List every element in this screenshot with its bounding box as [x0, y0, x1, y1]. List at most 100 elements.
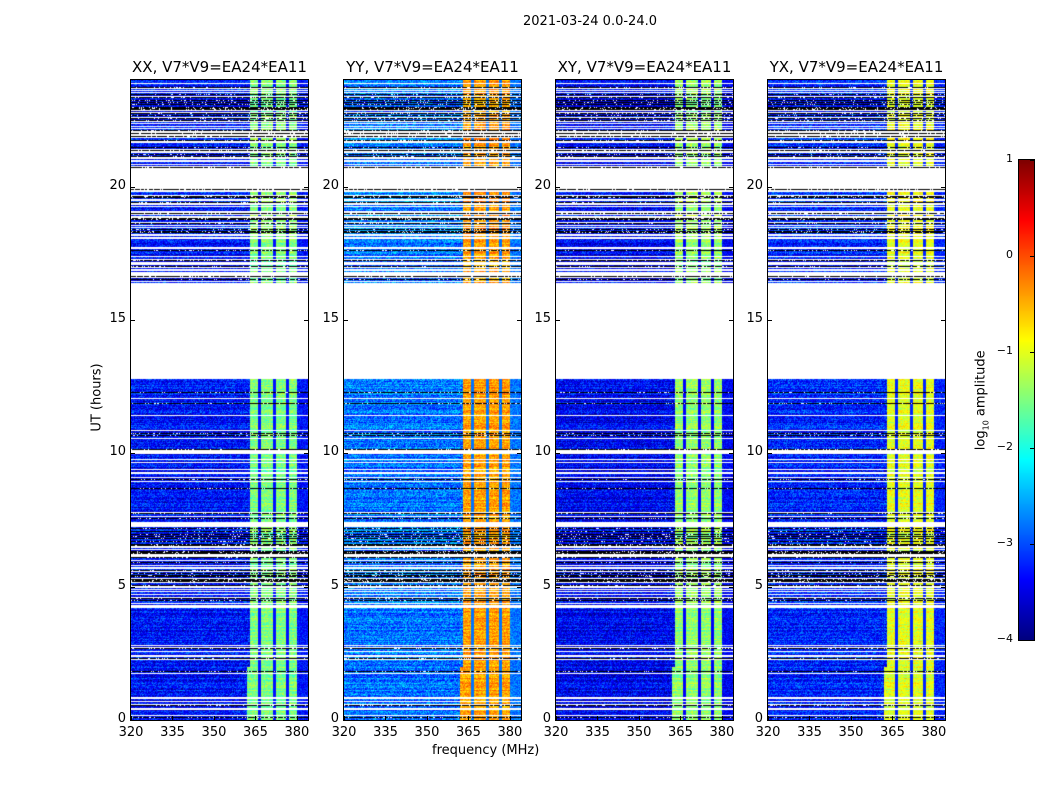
- x-tick-mark: [680, 716, 682, 720]
- panel-title: YY, V7*V9=EA24*EA11: [346, 58, 519, 76]
- y-tick-label: 15: [322, 311, 339, 326]
- y-tick-mark-right: [729, 320, 733, 321]
- y-tick-mark: [556, 586, 560, 588]
- x-tick-label: 320: [755, 725, 781, 740]
- x-tick-label: 350: [414, 725, 440, 740]
- x-tick-label: 335: [585, 725, 610, 740]
- colorbar-tick-mark: [1030, 448, 1034, 449]
- x-tick-mark: [768, 716, 769, 720]
- y-tick-label: 5: [117, 577, 126, 593]
- y-tick-mark: [768, 186, 772, 188]
- y-tick-mark: [344, 720, 348, 721]
- y-tick-label: 15: [746, 311, 763, 326]
- colorbar-tick-label: −2: [996, 440, 1013, 453]
- colorbar-tick-label: −1: [996, 344, 1013, 357]
- panel-frame: [343, 79, 522, 721]
- colorbar: [1019, 160, 1034, 640]
- colorbar-tick-mark: [1030, 640, 1034, 641]
- x-tick-label: 365: [880, 725, 905, 740]
- y-tick-mark: [344, 453, 348, 455]
- colorbar-tick-label: −3: [996, 536, 1013, 549]
- colorbar-label-sub: 10: [981, 420, 991, 431]
- y-tick-mark-right: [517, 186, 521, 188]
- x-tick-label: 365: [668, 725, 693, 740]
- x-axis-label: frequency (MHz): [432, 743, 540, 758]
- colorbar-tick-mark: [1030, 352, 1034, 353]
- y-axis-label: UT (hours): [89, 363, 105, 432]
- y-tick-label: 10: [322, 444, 339, 460]
- x-tick-mark: [892, 716, 894, 720]
- y-tick-label: 5: [754, 577, 763, 593]
- y-tick-mark-right: [304, 186, 308, 188]
- y-tick-mark-right: [517, 586, 521, 588]
- y-tick-label: 10: [534, 444, 551, 460]
- y-tick-mark: [344, 186, 348, 188]
- panel-title: YX, V7*V9=EA24*EA11: [769, 58, 944, 76]
- x-tick-label: 320: [118, 725, 144, 740]
- panel-heatmap: [768, 80, 945, 720]
- colorbar-tick-label: 0: [1006, 248, 1013, 261]
- y-tick-mark: [556, 320, 560, 321]
- x-tick-label: 380: [921, 725, 947, 740]
- y-tick-mark-right: [941, 720, 945, 721]
- x-tick-mark: [385, 716, 387, 720]
- panel-heatmap: [344, 80, 521, 720]
- colorbar-frame: [1018, 159, 1035, 641]
- colorbar-tick-label: −4: [996, 632, 1013, 645]
- x-tick-label: 350: [201, 725, 227, 740]
- y-tick-label: 5: [330, 577, 339, 593]
- y-tick-label: 20: [109, 177, 126, 193]
- colorbar-label-rest: amplitude: [973, 350, 989, 421]
- panel-heatmap: [556, 80, 733, 720]
- x-tick-mark: [255, 716, 257, 720]
- x-tick-mark: [850, 716, 852, 720]
- y-tick-mark-right: [517, 320, 521, 321]
- y-tick-mark: [768, 453, 772, 455]
- y-tick-label: 0: [330, 711, 339, 726]
- y-tick-mark: [768, 320, 772, 321]
- y-tick-mark-right: [941, 586, 945, 588]
- y-tick-mark: [556, 186, 560, 188]
- y-tick-label: 10: [746, 444, 763, 460]
- colorbar-tick-mark: [1030, 256, 1034, 257]
- x-tick-label: 335: [373, 725, 398, 740]
- y-tick-mark-right: [304, 320, 308, 321]
- y-tick-label: 20: [746, 177, 763, 193]
- panel-heatmap: [131, 80, 308, 720]
- y-tick-mark: [131, 586, 135, 588]
- figure-title: 2021-03-24 0.0-24.0: [523, 14, 657, 29]
- y-tick-mark: [131, 320, 135, 321]
- x-tick-label: 320: [543, 725, 569, 740]
- panel-title: XY, V7*V9=EA24*EA11: [557, 58, 732, 76]
- x-tick-mark: [556, 716, 557, 720]
- y-tick-label: 15: [534, 311, 551, 326]
- y-tick-mark-right: [304, 720, 308, 721]
- y-tick-mark: [556, 453, 560, 455]
- y-tick-mark: [344, 586, 348, 588]
- y-tick-mark-right: [729, 720, 733, 721]
- y-tick-mark: [131, 186, 135, 188]
- y-tick-label: 15: [109, 311, 126, 326]
- x-tick-label: 335: [160, 725, 185, 740]
- y-tick-mark: [768, 586, 772, 588]
- y-tick-mark-right: [517, 453, 521, 455]
- x-tick-label: 380: [284, 725, 310, 740]
- panel-title: XX, V7*V9=EA24*EA11: [132, 58, 307, 76]
- x-tick-label: 365: [243, 725, 268, 740]
- x-tick-mark: [426, 716, 428, 720]
- y-tick-mark-right: [517, 720, 521, 721]
- y-tick-mark-right: [729, 186, 733, 188]
- x-tick-label: 335: [797, 725, 822, 740]
- y-tick-label: 0: [542, 711, 551, 726]
- x-tick-mark: [509, 716, 511, 720]
- x-tick-mark: [344, 716, 345, 720]
- x-tick-label: 350: [838, 725, 864, 740]
- x-tick-mark: [172, 716, 174, 720]
- panel-frame: [130, 79, 309, 721]
- y-tick-mark-right: [729, 586, 733, 588]
- y-tick-mark: [768, 720, 772, 721]
- y-tick-mark: [131, 720, 135, 721]
- x-tick-label: 365: [456, 725, 481, 740]
- y-tick-mark-right: [941, 186, 945, 188]
- colorbar-tick-mark: [1030, 544, 1034, 545]
